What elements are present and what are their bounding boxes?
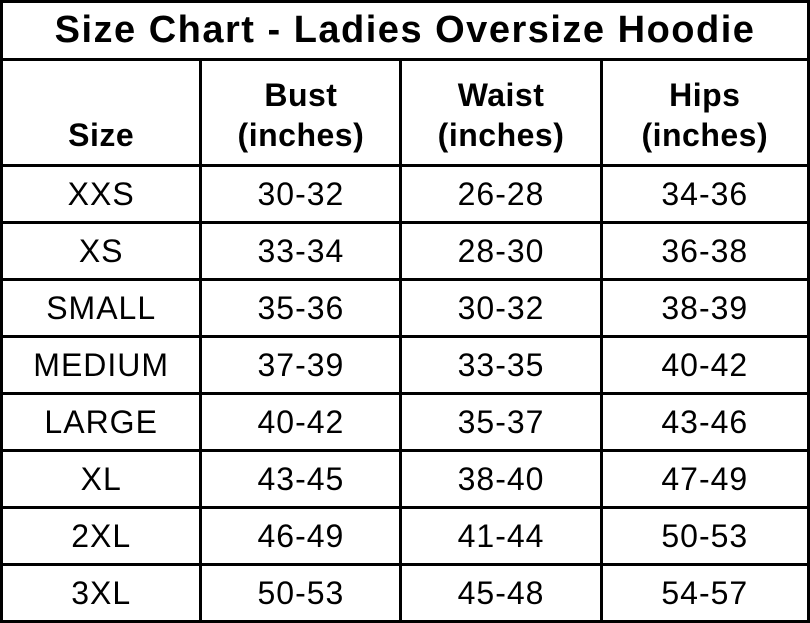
table-row: XXS 30-32 26-28 34-36 bbox=[0, 164, 810, 224]
bust-cell: 46-49 bbox=[199, 506, 403, 566]
waist-cell: 35-37 bbox=[399, 392, 603, 452]
table-row: LARGE 40-42 35-37 43-46 bbox=[0, 392, 810, 452]
waist-cell: 30-32 bbox=[399, 278, 603, 338]
waist-cell: 26-28 bbox=[399, 164, 603, 224]
table-row: XS 33-34 28-30 36-38 bbox=[0, 221, 810, 281]
column-header-size: Size bbox=[0, 58, 203, 167]
column-header-waist: Waist (inches) bbox=[399, 58, 603, 167]
title-row: Size Chart - Ladies Oversize Hoodie bbox=[0, 0, 810, 61]
size-cell: XXS bbox=[0, 164, 203, 224]
hips-cell: 40-42 bbox=[599, 335, 810, 395]
column-unit-hips: (inches) bbox=[641, 117, 769, 153]
hips-cell: 38-39 bbox=[599, 278, 810, 338]
chart-title: Size Chart - Ladies Oversize Hoodie bbox=[0, 0, 810, 61]
size-cell: 3XL bbox=[0, 563, 203, 623]
size-cell: 2XL bbox=[0, 506, 203, 566]
table-row: SMALL 35-36 30-32 38-39 bbox=[0, 278, 810, 338]
bust-cell: 50-53 bbox=[199, 563, 403, 623]
hips-cell: 36-38 bbox=[599, 221, 810, 281]
table-row: 2XL 46-49 41-44 50-53 bbox=[0, 506, 810, 566]
size-cell: XL bbox=[0, 449, 203, 509]
column-name-hips: Hips bbox=[669, 77, 741, 113]
waist-cell: 41-44 bbox=[399, 506, 603, 566]
bust-cell: 30-32 bbox=[199, 164, 403, 224]
hips-cell: 50-53 bbox=[599, 506, 810, 566]
waist-cell: 45-48 bbox=[399, 563, 603, 623]
header-row: Size Bust (inches) Waist (inches) Hips (… bbox=[0, 58, 810, 167]
waist-cell: 38-40 bbox=[399, 449, 603, 509]
size-cell: LARGE bbox=[0, 392, 203, 452]
column-unit-waist: (inches) bbox=[437, 117, 565, 153]
table-row: 3XL 50-53 45-48 54-57 bbox=[0, 563, 810, 623]
waist-cell: 28-30 bbox=[399, 221, 603, 281]
waist-cell: 33-35 bbox=[399, 335, 603, 395]
column-name-size: Size bbox=[68, 117, 135, 153]
hips-cell: 34-36 bbox=[599, 164, 810, 224]
bust-cell: 35-36 bbox=[199, 278, 403, 338]
bust-cell: 43-45 bbox=[199, 449, 403, 509]
bust-cell: 33-34 bbox=[199, 221, 403, 281]
table-row: MEDIUM 37-39 33-35 40-42 bbox=[0, 335, 810, 395]
column-header-hips: Hips (inches) bbox=[599, 58, 810, 167]
size-cell: MEDIUM bbox=[0, 335, 203, 395]
hips-cell: 47-49 bbox=[599, 449, 810, 509]
bust-cell: 37-39 bbox=[199, 335, 403, 395]
size-cell: XS bbox=[0, 221, 203, 281]
column-unit-bust: (inches) bbox=[237, 117, 365, 153]
column-name-bust: Bust bbox=[264, 77, 338, 113]
hips-cell: 54-57 bbox=[599, 563, 810, 623]
size-cell: SMALL bbox=[0, 278, 203, 338]
bust-cell: 40-42 bbox=[199, 392, 403, 452]
hips-cell: 43-46 bbox=[599, 392, 810, 452]
column-name-waist: Waist bbox=[457, 77, 545, 113]
table-row: XL 43-45 38-40 47-49 bbox=[0, 449, 810, 509]
column-header-bust: Bust (inches) bbox=[199, 58, 403, 167]
